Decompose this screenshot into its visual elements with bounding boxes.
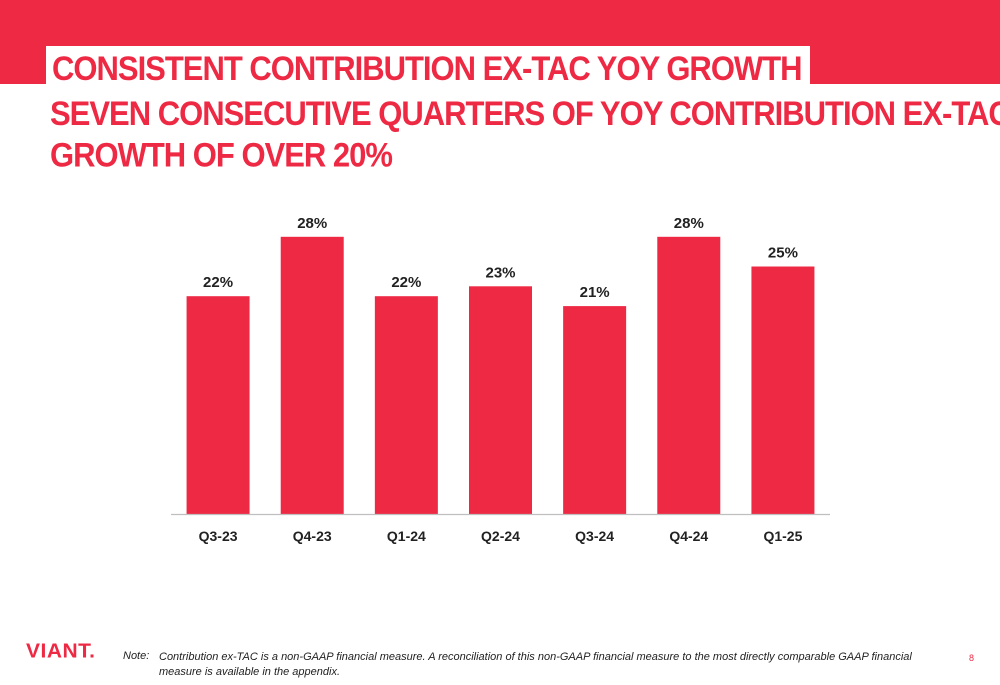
bar-q3-23 [186,296,250,514]
data-label-q3-24: 21% [580,284,610,301]
tick-label-q4-23: Q4-23 [293,528,332,544]
bar-q2-24 [469,286,532,514]
subtitle-line-2: GROWTH OF OVER 20% [50,135,393,175]
data-label-q4-24: 28% [674,215,704,232]
bar-q1-25 [751,266,815,514]
bar-q4-24 [657,236,721,515]
data-label-q1-25: 25% [768,245,798,262]
bar-q4-23 [280,236,344,515]
tick-label-q4-24: Q4-24 [669,528,708,544]
tick-label-q2-24: Q2-24 [481,528,520,544]
bar-q3-24 [563,306,627,514]
labels-layer: 22% Q3-23 28% Q4-23 22% Q1-24 23% Q2-24 21% Q3-24… [199,215,803,544]
data-label-q4-23: 28% [297,215,327,232]
slide-title: CONSISTENT CONTRIBUTION EX-TAC YOY GROWT… [46,46,810,90]
data-label-q2-24: 23% [485,264,515,281]
subtitle-line-1: SEVEN CONSECUTIVE QUARTERS OF YOY CONTRI… [50,94,1000,133]
note-text: Contribution ex-TAC is a non-GAAP financ… [159,651,912,678]
tick-label-q3-23: Q3-23 [199,528,238,544]
viant-logo: VIANT. [26,640,96,663]
note-label: Note: [123,650,150,662]
tick-label-q1-24: Q1-24 [387,528,426,544]
tick-label-q3-24: Q3-24 [575,528,614,544]
slide-subtitle: SEVEN CONSECUTIVE QUARTERS OF YOY CONTRI… [50,93,1000,177]
data-label-q3-23: 22% [203,274,233,291]
data-label-q1-24: 22% [391,274,421,291]
page-number: 8 [969,653,975,663]
bar-q1-24 [374,296,438,514]
bars-layer [186,236,815,515]
tick-label-q1-25: Q1-25 [763,528,802,544]
